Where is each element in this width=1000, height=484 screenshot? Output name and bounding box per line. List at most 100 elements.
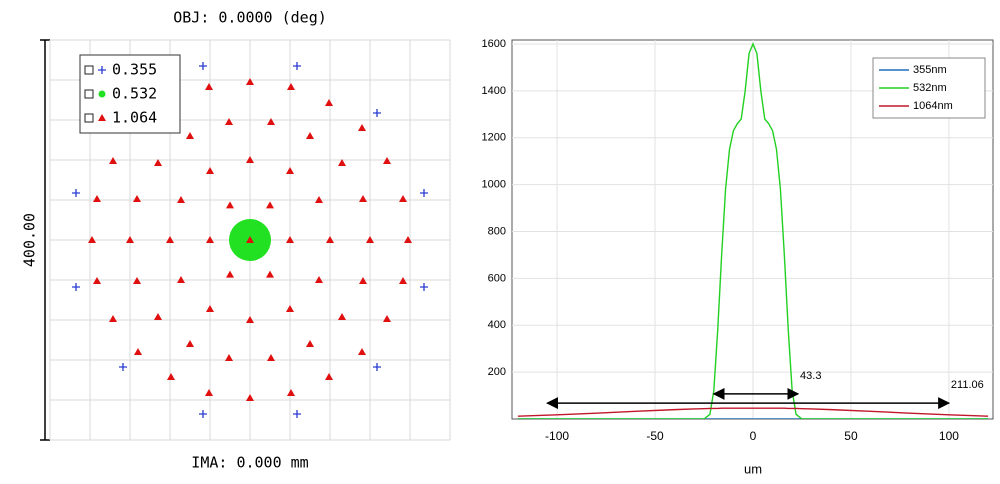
spot-triangle bbox=[306, 340, 314, 347]
spot-triangle bbox=[246, 394, 254, 401]
spot-triangle bbox=[366, 236, 374, 243]
spot-triangle bbox=[206, 305, 214, 312]
legend-label: 532nm bbox=[913, 82, 947, 94]
spot-plus bbox=[373, 363, 381, 371]
spot-triangle bbox=[167, 373, 175, 380]
x-tick-label: -100 bbox=[545, 429, 569, 443]
spot-plus bbox=[420, 283, 428, 291]
y-tick-label: 1000 bbox=[482, 179, 506, 191]
spot-triangle bbox=[186, 132, 194, 139]
spot-triangle bbox=[399, 195, 407, 202]
spot-plus bbox=[420, 189, 428, 197]
spot-triangle bbox=[246, 156, 254, 163]
spot-triangle bbox=[206, 167, 214, 174]
legend-label: 1.064 bbox=[112, 109, 157, 127]
x-tick-label: -50 bbox=[646, 429, 664, 443]
spot-triangle bbox=[266, 270, 274, 278]
y-tick-label: 800 bbox=[488, 225, 506, 237]
spot-triangle bbox=[338, 159, 346, 166]
spot-plus bbox=[373, 109, 381, 117]
spot-triangle bbox=[133, 195, 141, 202]
y-tick-label: 1200 bbox=[482, 132, 506, 144]
spot-triangle bbox=[205, 389, 213, 396]
spot-triangle bbox=[226, 201, 234, 209]
spot-triangle bbox=[98, 114, 106, 121]
spot-triangle bbox=[315, 196, 323, 203]
legend-label: 355nm bbox=[913, 64, 947, 76]
spot-legend bbox=[79, 54, 181, 134]
spot-triangle bbox=[246, 236, 254, 243]
spot-triangle bbox=[186, 340, 194, 347]
spot-scale-label: 400.00 bbox=[21, 213, 39, 267]
annotation: 43.3 bbox=[800, 370, 821, 382]
spot-plus bbox=[119, 363, 127, 371]
line-x-label: um bbox=[744, 461, 762, 476]
x-tick-label: 100 bbox=[939, 429, 959, 443]
x-tick-label: 50 bbox=[844, 429, 858, 443]
spot-plus bbox=[98, 66, 106, 74]
y-tick-label: 1600 bbox=[482, 38, 506, 50]
spot-triangle bbox=[205, 83, 213, 90]
spot-triangle bbox=[383, 157, 391, 164]
spot-triangle bbox=[109, 315, 117, 322]
spot-triangle bbox=[286, 167, 294, 174]
spot-triangle bbox=[177, 196, 185, 203]
legend-checkbox bbox=[84, 89, 94, 99]
spot-triangle bbox=[358, 348, 366, 355]
annotation: 211.06 bbox=[951, 379, 984, 391]
legend-checkbox bbox=[84, 65, 94, 75]
spot-triangle bbox=[154, 159, 162, 166]
spot-plus bbox=[199, 62, 207, 70]
spot-plus bbox=[199, 410, 207, 418]
spot-triangle bbox=[306, 132, 314, 139]
spot-plus bbox=[293, 62, 301, 70]
spot-triangle bbox=[358, 124, 366, 131]
spot-triangle bbox=[226, 270, 234, 278]
spot-triangle bbox=[287, 83, 295, 90]
spot-triangle bbox=[266, 201, 274, 209]
spot-triangle bbox=[359, 195, 367, 202]
spot-triangle bbox=[206, 236, 214, 243]
spot-triangle bbox=[246, 78, 254, 85]
spot-plus bbox=[293, 410, 301, 418]
spot-triangle bbox=[88, 236, 96, 243]
spot-triangle bbox=[133, 277, 141, 284]
spot-triangle bbox=[359, 277, 367, 284]
legend-label: 0.532 bbox=[112, 85, 157, 103]
spot-triangle bbox=[383, 315, 391, 322]
spot-triangle bbox=[126, 236, 134, 243]
legend-checkbox bbox=[84, 113, 94, 123]
spot-triangle bbox=[267, 354, 275, 361]
spot-triangle bbox=[93, 195, 101, 202]
series-line bbox=[517, 42, 989, 419]
spot-triangle bbox=[404, 236, 412, 243]
spot-triangle bbox=[93, 277, 101, 284]
spot-triangle bbox=[338, 313, 346, 320]
spot-plus bbox=[72, 283, 80, 291]
spot-triangle bbox=[315, 276, 323, 283]
legend-label: 0.355 bbox=[112, 61, 157, 79]
spot-triangle bbox=[177, 276, 185, 283]
spot-triangle bbox=[286, 305, 294, 312]
spot-disc bbox=[98, 90, 106, 98]
spot-triangle bbox=[325, 99, 333, 106]
spot-triangle bbox=[399, 277, 407, 284]
legend-label: 1064nm bbox=[913, 100, 953, 112]
spot-triangle bbox=[325, 373, 333, 380]
spot-plus bbox=[72, 189, 80, 197]
spot-title: OBJ: 0.0000 (deg) bbox=[173, 9, 327, 27]
spot-triangle bbox=[267, 118, 275, 125]
spot-x-label: IMA: 0.000 mm bbox=[191, 454, 308, 472]
spot-triangle bbox=[225, 354, 233, 361]
spot-triangle bbox=[287, 389, 295, 396]
spot-triangle bbox=[246, 316, 254, 323]
spot-triangle bbox=[154, 313, 162, 320]
spot-triangle bbox=[286, 236, 294, 243]
y-tick-label: 200 bbox=[488, 366, 506, 378]
x-tick-label: 0 bbox=[750, 429, 757, 443]
spot-triangle bbox=[225, 118, 233, 125]
spot-triangle bbox=[326, 236, 334, 243]
spot-triangle bbox=[166, 236, 174, 243]
y-tick-label: 600 bbox=[488, 272, 506, 284]
